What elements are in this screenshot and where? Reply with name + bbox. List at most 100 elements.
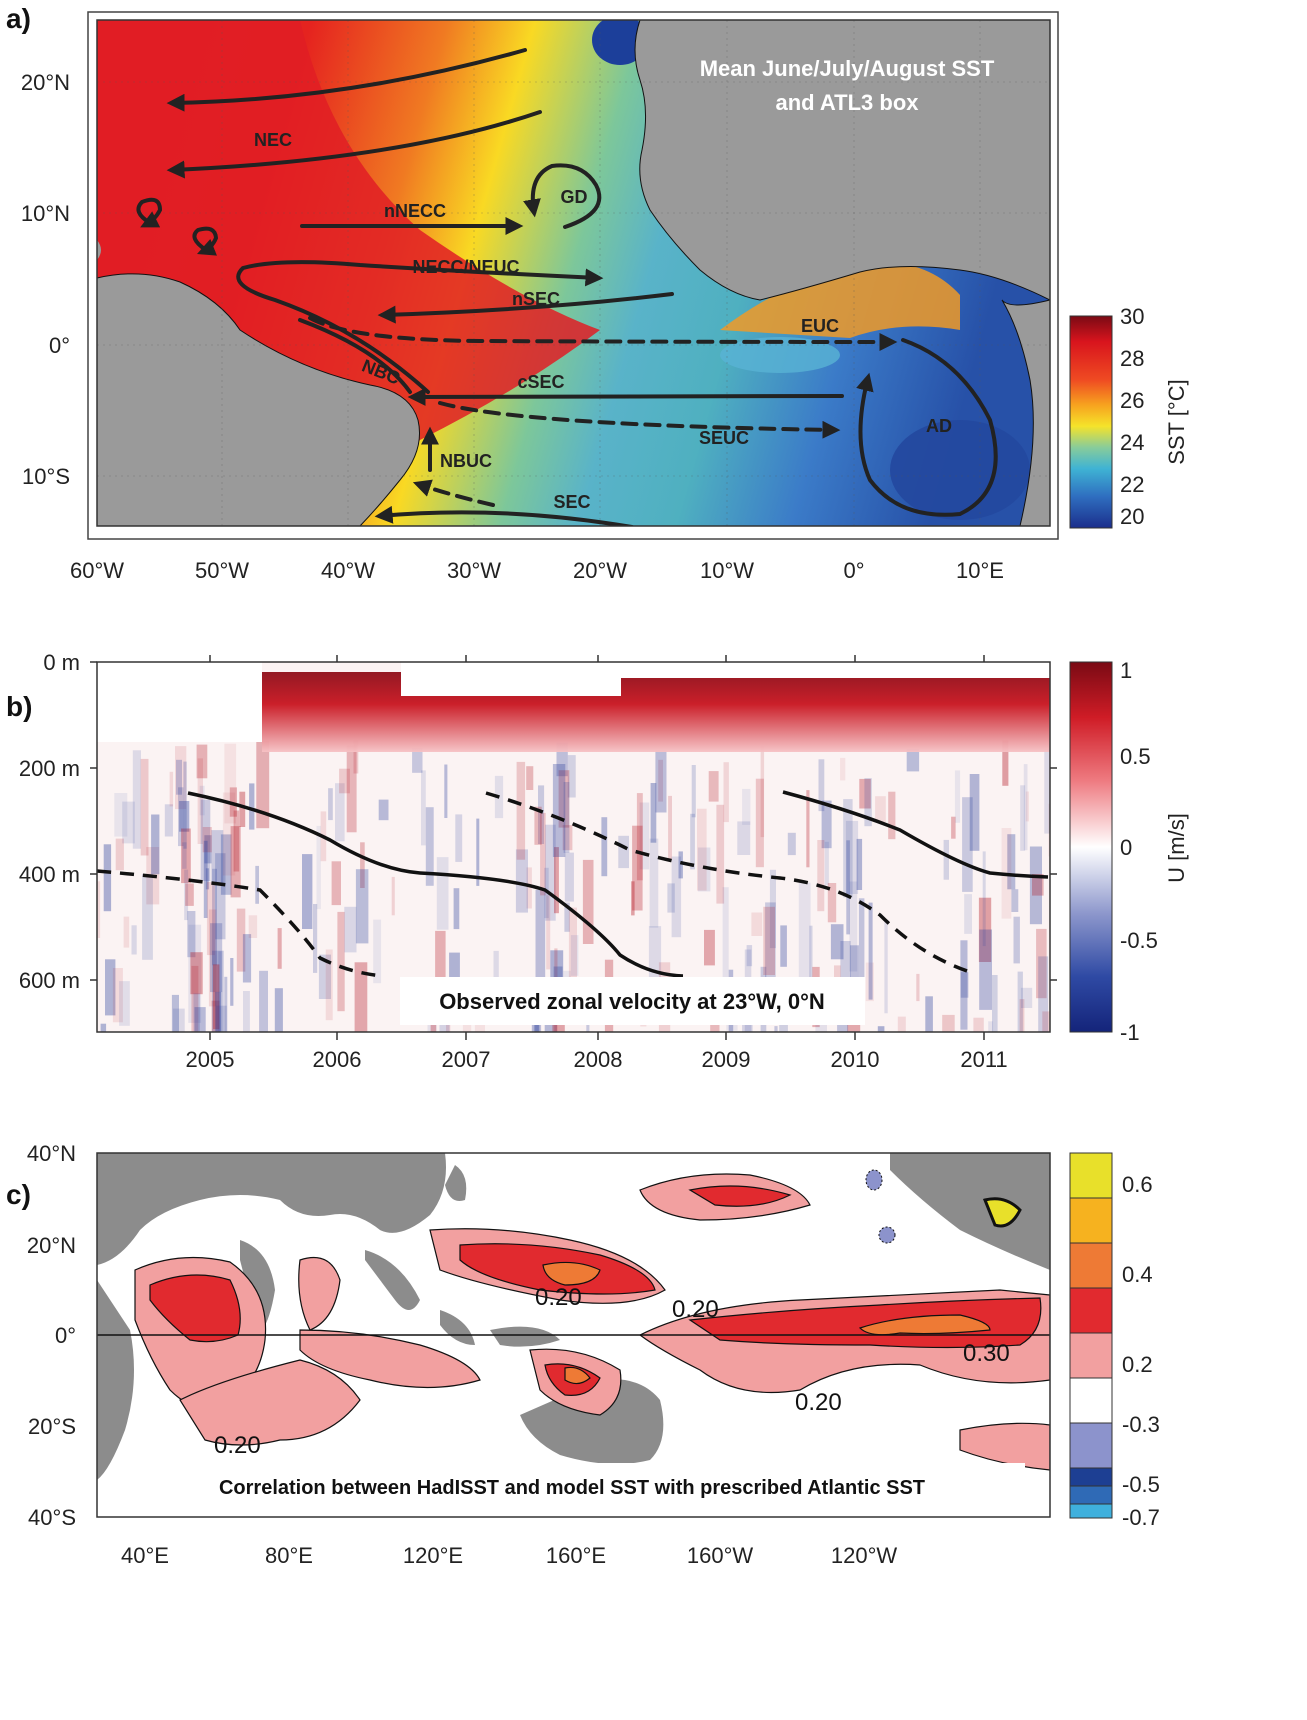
undercurrent-arrows <box>308 316 898 507</box>
velocity-streak <box>346 745 357 833</box>
velocity-streak <box>256 740 270 829</box>
velocity-streak <box>849 881 858 972</box>
arrow-nec-north <box>166 48 527 112</box>
velocity-streak <box>916 973 920 1002</box>
velocity-streak <box>982 851 986 947</box>
missing-data-block-2 <box>401 662 621 696</box>
velocity-streak <box>960 972 969 998</box>
corr-tick-04: 0.4 <box>1122 1262 1153 1287</box>
contour-label-1: 0.20 <box>535 1284 582 1311</box>
velocity-streak <box>171 994 179 1032</box>
velocity-streak <box>636 793 643 881</box>
velocity-streak <box>1020 987 1033 1008</box>
arrow-sec-under <box>412 479 495 507</box>
velocity-streak <box>453 888 460 930</box>
velocity-streak <box>546 895 551 970</box>
velocity-streak <box>798 882 811 979</box>
velocity-streak <box>817 840 825 912</box>
year-tick-2005: 2005 <box>186 1047 235 1072</box>
panel-a-title-line2: and ATL3 box <box>776 90 920 115</box>
panel-a-lat-0: 0° <box>49 333 70 358</box>
velocity-streak <box>200 799 211 881</box>
velocity-streak <box>516 761 526 860</box>
phase-line-dashed-1 <box>97 869 384 978</box>
africa-land-c <box>97 1280 134 1480</box>
velocity-streak <box>1044 748 1050 834</box>
velocity-streak <box>97 881 101 938</box>
velocity-streak <box>840 941 851 978</box>
velocity-streak <box>843 799 853 898</box>
velocity-streak <box>243 991 250 1032</box>
corr-patch-06 <box>982 1197 1022 1228</box>
velocity-streak <box>476 818 480 886</box>
velocity-streak <box>215 853 226 940</box>
velocity-streak <box>123 916 130 948</box>
panel-b: b) Observed zonal velocity at 23°W, 0°N <box>6 650 1189 1072</box>
velocity-streak <box>960 940 968 1030</box>
velocity-streak <box>425 807 434 886</box>
panel-a-lon-20w: 20°W <box>573 558 627 583</box>
velocity-streak <box>378 799 389 821</box>
panel-a-lon-60w: 60°W <box>70 558 124 583</box>
velocity-streak <box>325 949 333 1021</box>
velocity-streak <box>515 849 528 913</box>
velocity-streak <box>964 894 972 934</box>
panel-c-letter: c) <box>6 1179 31 1210</box>
panel-b-caption: Observed zonal velocity at 23°W, 0°N <box>439 989 825 1014</box>
velocity-streak <box>444 764 448 818</box>
velocity-streak <box>391 876 395 916</box>
velocity-streak <box>316 825 321 910</box>
velocity-streak <box>115 838 124 871</box>
velocity-streak <box>210 923 223 993</box>
phase-lines <box>97 790 1049 978</box>
current-arrows <box>136 48 998 526</box>
velocity-streak <box>601 817 608 877</box>
velocity-streak <box>211 830 224 885</box>
velocity-streak <box>344 906 357 953</box>
year-tick-2007: 2007 <box>442 1047 491 1072</box>
velocity-streak <box>181 828 191 884</box>
velocity-streak <box>818 759 825 812</box>
velocity-streak <box>824 841 829 886</box>
velocity-streak <box>658 759 663 802</box>
arrow-nec-south <box>166 110 542 179</box>
velocity-streak <box>435 930 446 997</box>
velocity-streak <box>193 993 200 1032</box>
velocity-streak <box>827 883 837 923</box>
velocity-streak <box>412 748 423 773</box>
arrow-euc <box>308 316 898 351</box>
velocity-streak <box>215 991 221 1032</box>
velocity-streak <box>877 1026 885 1032</box>
velocity-streak <box>373 919 382 984</box>
velocity-streak <box>992 975 998 1032</box>
depth-tick-600: 600 m <box>19 968 80 993</box>
velocity-streak <box>202 827 212 853</box>
velocity-streak <box>978 897 992 962</box>
sst-colorbar-label: SST [°C] <box>1164 379 1189 464</box>
missing-data-block-1 <box>97 662 262 742</box>
correlation-map: 0.20 0.20 0.30 0.20 0.20 Correlation bet… <box>97 1153 1050 1517</box>
velocity-streak <box>176 759 182 795</box>
label-nnecc: nNECC <box>384 201 446 221</box>
velocity-streak <box>533 1020 542 1032</box>
velocity-streak <box>697 808 707 891</box>
velocity-streak <box>639 802 650 870</box>
velocity-streak <box>203 840 208 918</box>
velocity-streak <box>212 950 224 1032</box>
panel-a-lat-10s: 10°S <box>22 464 70 489</box>
velocity-streak <box>856 838 863 890</box>
velocity-streak <box>185 883 194 906</box>
velocity-streak <box>567 755 576 798</box>
contour-label-3: 0.30 <box>963 1340 1010 1367</box>
velocity-streak <box>631 881 635 916</box>
panel-c-lon-120w: 120°W <box>831 1543 898 1568</box>
corr-tick-m05: -0.5 <box>1122 1472 1160 1497</box>
velocity-streak <box>1023 764 1028 851</box>
panel-b-caption-box <box>400 977 865 1025</box>
velocity-streak <box>742 788 751 825</box>
velocity-streak <box>242 934 252 983</box>
u-tick-1: 1 <box>1120 658 1132 683</box>
velocity-streak <box>216 1005 227 1032</box>
phase-line-solid-2 <box>782 790 1049 879</box>
arrow-csec <box>407 387 844 406</box>
